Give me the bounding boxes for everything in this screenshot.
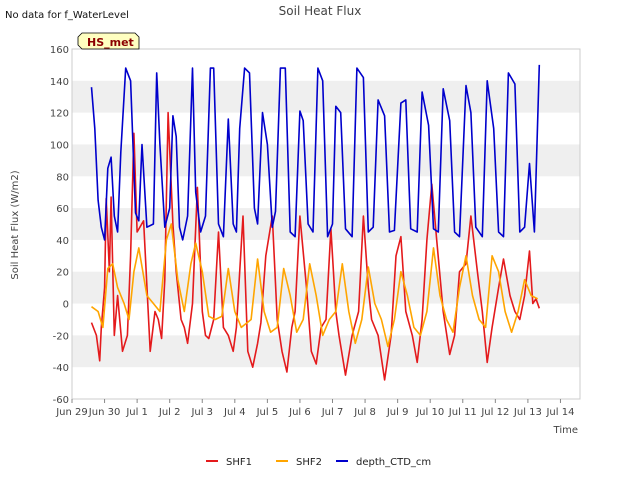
plot-area-border (71, 48, 581, 400)
legend-label-depth_CTD_cm: depth_CTD_cm (356, 457, 431, 468)
y-tick-label: -20 (53, 331, 69, 342)
x-tick-label: Jul 5 (256, 407, 279, 418)
y-tick-label: 140 (50, 77, 69, 88)
series-line-SHF1 (90, 111, 541, 381)
band (72, 208, 580, 240)
x-tick-label: Jul 3 (190, 407, 213, 418)
x-tick-label: Jul 11 (448, 407, 477, 418)
x-tick-label: Jul 10 (415, 407, 444, 418)
legend: SHF1 SHF2 depth_CTD_cm (206, 457, 431, 468)
x-tick-label: Jul 13 (513, 407, 542, 418)
band (72, 335, 580, 368)
x-tick-label: Jul 9 (386, 407, 409, 418)
y-tick-label: 20 (56, 268, 69, 279)
y-tick-label: -60 (53, 395, 69, 406)
y-axis: -60 -40 -20 0 20 40 60 80 100 120 140 160 (50, 45, 69, 406)
no-data-note: No data for f_WaterLevel (5, 10, 129, 21)
band (72, 80, 580, 113)
series-line-SHF2 (91, 223, 539, 348)
x-tick-label: Jun 30 (88, 407, 121, 418)
y-tick-label: -40 (53, 363, 69, 374)
x-tick-label: Jul 8 (353, 407, 376, 418)
band (72, 271, 580, 304)
chart-title: Soil Heat Flux (279, 4, 362, 18)
badge-shape (77, 32, 140, 50)
y-tick-label: 80 (56, 172, 69, 183)
hs-met-badge: HS_met (77, 32, 140, 50)
x-tick-label: Jul 7 (321, 407, 344, 418)
x-tick-label: Jul 6 (288, 407, 311, 418)
y-axis-label: Soil Heat Flux (W/m2) (10, 170, 21, 279)
x-tick-label: Jul 1 (125, 407, 148, 418)
x-axis: Jun 29 Jun 30 Jul 1 Jul 2 Jul 3 Jul 4 Jul 5 Jul… (55, 399, 574, 418)
badge-label: HS_met (87, 36, 134, 49)
y-tick-label: 120 (50, 109, 69, 120)
y-tick-label: 0 (63, 300, 69, 311)
series-lines (90, 64, 541, 381)
x-tick-label: Jul 2 (158, 407, 181, 418)
legend-label-SHF1: SHF1 (226, 457, 252, 468)
series-line-depth_CTD_cm (90, 64, 541, 241)
x-tick-label: Jul 14 (545, 407, 574, 418)
x-tick-label: Jul 12 (480, 407, 509, 418)
y-tick-label: 160 (50, 45, 69, 56)
y-tick-label: 100 (50, 140, 69, 151)
x-axis-label: Time (553, 425, 578, 436)
x-tick-label: Jun 29 (55, 407, 88, 418)
y-tick-label: 40 (56, 236, 69, 247)
x-tick-label: Jul 4 (223, 407, 246, 418)
legend-label-SHF2: SHF2 (296, 457, 322, 468)
y-tick-label: 60 (56, 204, 69, 215)
